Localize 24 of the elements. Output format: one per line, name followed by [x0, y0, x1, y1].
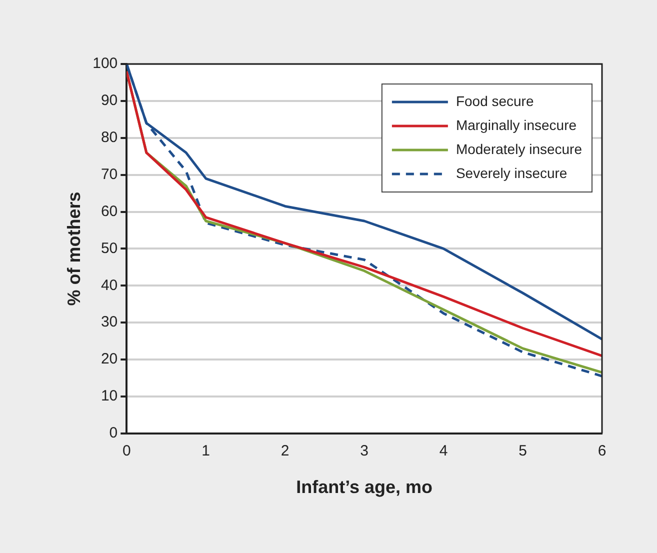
x-axis-title: Infant’s age, mo — [296, 477, 432, 498]
y-tick-label: 40 — [100, 276, 118, 294]
y-tick-label: 10 — [100, 388, 118, 405]
legend-label: Food secure — [456, 92, 534, 109]
legend-label: Marginally insecure — [456, 116, 577, 133]
y-tick-label: 30 — [100, 314, 118, 331]
x-tick-label: 0 — [122, 442, 131, 460]
y-tick-label: 90 — [100, 92, 118, 110]
y-axis-title: % of mothers — [64, 192, 84, 306]
x-tick-label: 6 — [598, 442, 606, 460]
x-tick-label: 4 — [439, 442, 448, 460]
y-tick-label: 50 — [100, 240, 118, 257]
y-tick-label: 100 — [92, 55, 118, 72]
legend-label: Moderately insecure — [456, 140, 582, 157]
x-tick-label: 1 — [202, 442, 210, 460]
x-tick-label: 5 — [518, 442, 527, 460]
y-tick-label: 20 — [100, 350, 118, 368]
y-tick-label: 60 — [100, 202, 118, 220]
legend-label: Severely insecure — [456, 164, 568, 181]
x-tick-label: 3 — [360, 442, 368, 460]
y-tick-label: 0 — [109, 424, 118, 442]
y-tick-label: 70 — [100, 166, 118, 183]
y-tick-label: 80 — [100, 129, 118, 146]
x-tick-label: 2 — [280, 442, 290, 460]
